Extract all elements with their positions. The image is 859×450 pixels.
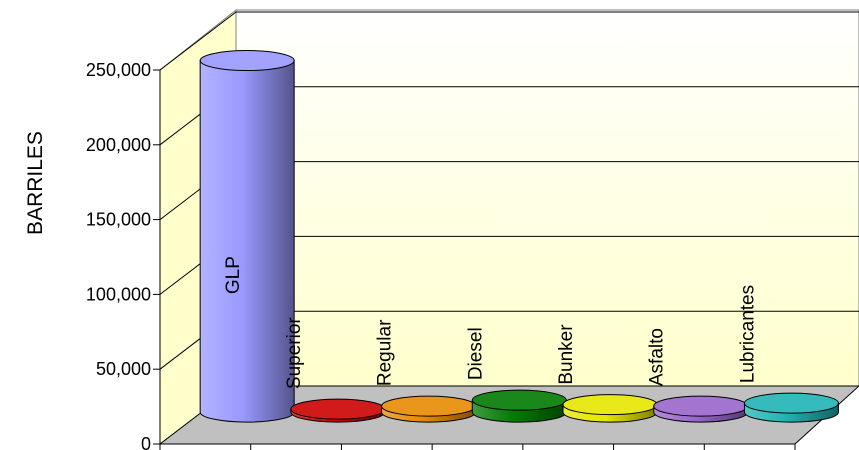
- y-tick-label: 100,000: [86, 284, 151, 304]
- bar-top: [562, 394, 658, 416]
- bar-top: [471, 389, 567, 411]
- bar-label-asfalto: Asfalto: [647, 328, 668, 386]
- y-axis-ticks: 0 50,000 100,000 150,000 200,000 250,000: [86, 60, 160, 450]
- bar-bunker: [562, 394, 658, 423]
- bar-asfalto: [653, 395, 749, 423]
- bar-label-regular: Regular: [375, 319, 396, 386]
- gridline-side: [159, 11, 237, 71]
- bars: [199, 50, 839, 423]
- y-tick-label: 200,000: [86, 135, 151, 155]
- bar-label-diesel: Diesel: [465, 327, 486, 380]
- bar-regular: [381, 395, 477, 423]
- y-axis-title: BARRILES: [24, 131, 47, 235]
- bar-top: [199, 50, 295, 72]
- bar-glp: [199, 50, 295, 423]
- gridlines: [159, 11, 859, 370]
- bar-top: [290, 398, 386, 420]
- bar-label-glp: GLP: [223, 256, 244, 294]
- bar-labels: GLP Superior Regular Diesel Bunker Asfalto Lub…: [223, 256, 758, 389]
- bar-label-lubricantes: Lubricantes: [737, 285, 758, 383]
- bar-body: [199, 60, 295, 423]
- back-wall: [235, 9, 859, 387]
- y-tick-label: 50,000: [96, 359, 151, 379]
- bar-top: [381, 395, 477, 417]
- x-axis-ticks: [159, 444, 796, 450]
- bar-diesel: [471, 389, 567, 423]
- bar-label-superior: Superior: [284, 317, 305, 389]
- bar-top: [653, 395, 749, 417]
- y-tick-label: 250,000: [86, 60, 151, 80]
- bar-lubricantes: [743, 392, 839, 423]
- y-tick-label: 0: [141, 434, 151, 450]
- y-tick-label: 150,000: [86, 210, 151, 230]
- bar-label-bunker: Bunker: [556, 324, 577, 385]
- bar-top: [743, 392, 839, 414]
- bar-superior: [290, 398, 386, 423]
